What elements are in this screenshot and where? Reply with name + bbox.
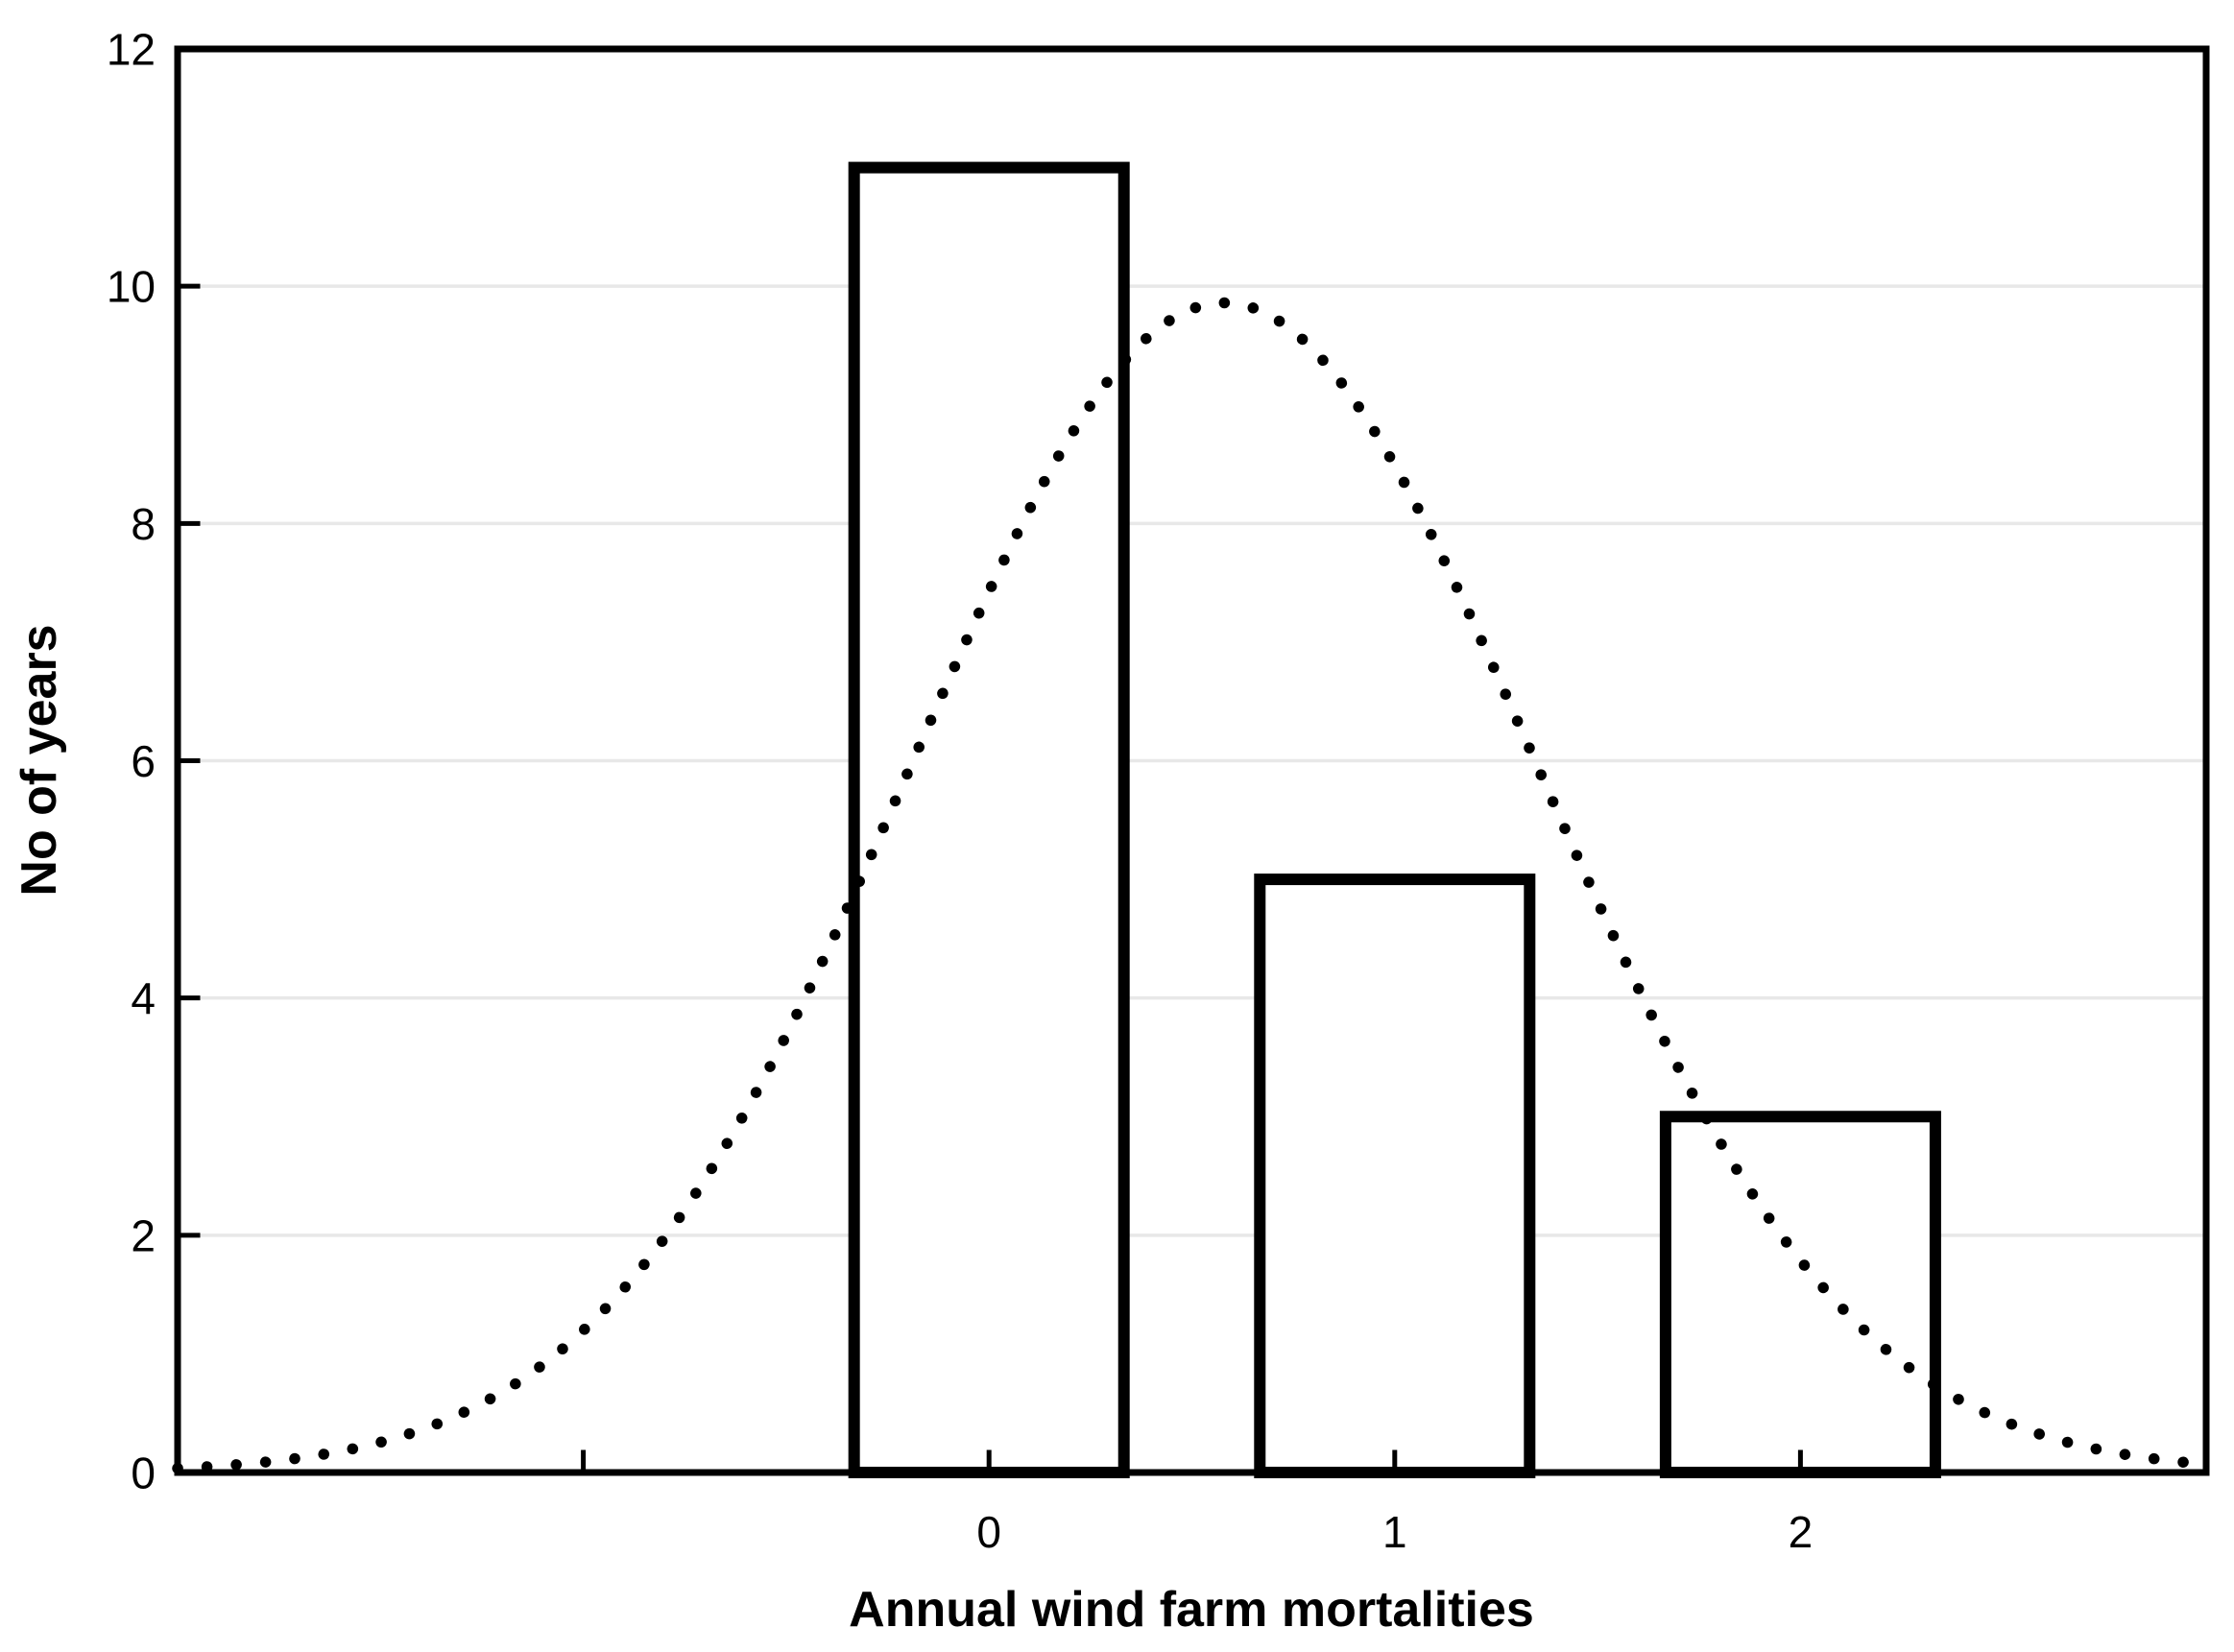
y-axis-title: No of years — [12, 624, 67, 896]
bar-2 — [1659, 1111, 1941, 1478]
plot-border — [174, 45, 2210, 1476]
y-tick-label-12: 12 — [107, 25, 156, 75]
y-tick-label-10: 10 — [107, 262, 156, 312]
y-tick-label-8: 8 — [131, 499, 156, 549]
y-tick-label-6: 6 — [131, 736, 156, 786]
bar-0 — [848, 161, 1130, 1478]
x-tick-label-1: 1 — [1382, 1507, 1407, 1557]
normal-fit-dotted-curve — [172, 297, 2212, 1474]
x-tick-label-0: 0 — [976, 1507, 1001, 1557]
tick-marks — [180, 283, 1803, 1470]
y-tick-label-0: 0 — [131, 1448, 156, 1498]
y-tick-label-4: 4 — [131, 973, 156, 1023]
y-tick-label-2: 2 — [131, 1210, 156, 1260]
bars — [848, 161, 1941, 1478]
x-axis-title: Annual wind farm mortalities — [849, 1582, 1534, 1638]
bar-1 — [1254, 874, 1536, 1478]
x-tick-label-2: 2 — [1789, 1507, 1814, 1557]
